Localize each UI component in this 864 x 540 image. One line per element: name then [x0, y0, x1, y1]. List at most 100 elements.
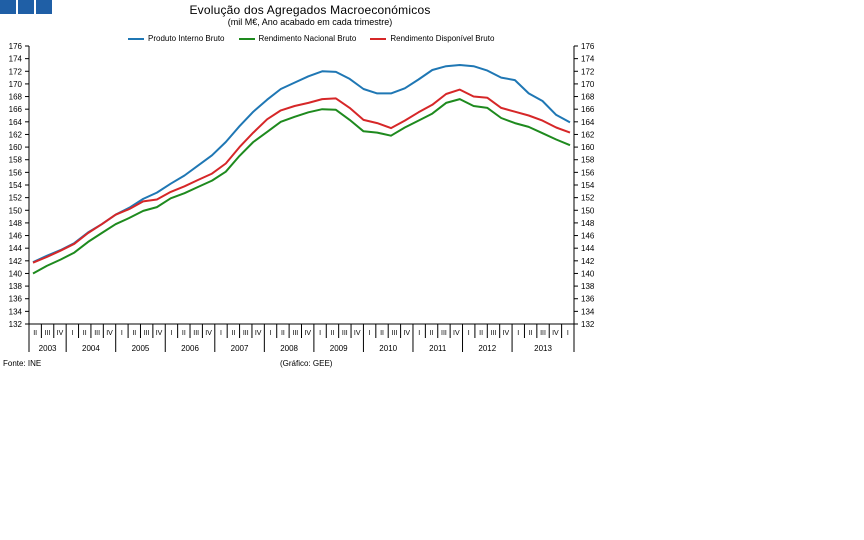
y-tick-label-left: 144 [9, 244, 23, 253]
y-tick-label-right: 136 [581, 295, 595, 304]
quarter-label: I [220, 330, 222, 337]
quarter-label: I [319, 330, 321, 337]
quarter-label: I [369, 330, 371, 337]
y-tick-label-right: 168 [581, 93, 595, 102]
y-tick-label-left: 164 [9, 118, 23, 127]
y-tick-label-left: 156 [9, 168, 23, 177]
y-tick-label-left: 152 [9, 194, 23, 203]
quarter-label: II [281, 330, 285, 337]
y-tick-label-right: 174 [581, 55, 595, 64]
legend-label-rdb: Rendimento Disponível Bruto [390, 34, 495, 43]
chart-subtitle: (mil M€, Ano acabado em cada trimestre) [227, 17, 393, 27]
quarter-label: II [83, 330, 87, 337]
logo-square [36, 0, 52, 14]
quarter-label: III [193, 330, 199, 337]
logo-square [0, 0, 16, 14]
y-tick-label-left: 154 [9, 181, 23, 190]
legend-item-rnb: Rendimento Nacional Bruto [238, 34, 357, 43]
y-tick-label-right: 140 [581, 269, 595, 278]
quarter-label: II [182, 330, 186, 337]
quarter-label: II [331, 330, 335, 337]
quarter-label: IV [106, 330, 113, 337]
year-label: 2013 [534, 344, 552, 353]
y-tick-label-right: 166 [581, 105, 595, 114]
legend-item-rdb: Rendimento Disponível Bruto [370, 34, 494, 43]
quarter-label: II [479, 330, 483, 337]
quarter-label: III [491, 330, 497, 337]
quarter-label: IV [453, 330, 460, 337]
quarter-label: I [418, 330, 420, 337]
legend: Produto Interno Bruto Rendimento Naciona… [128, 34, 494, 43]
y-tick-label-right: 164 [581, 118, 595, 127]
quarter-label: II [132, 330, 136, 337]
y-tick-label-left: 170 [9, 80, 23, 89]
y-tick-label-left: 136 [9, 295, 23, 304]
y-tick-label-right: 148 [581, 219, 595, 228]
y-tick-label-right: 132 [581, 320, 595, 329]
y-tick-label-right: 160 [581, 143, 595, 152]
year-label: 2008 [280, 344, 298, 353]
source-note: Fonte: INE [3, 359, 42, 368]
y-tick-label-right: 142 [581, 257, 595, 266]
quarter-label: III [94, 330, 100, 337]
quarter-label: I [567, 330, 569, 337]
series-line-rnb [32, 98, 571, 275]
legend-swatch-rnb [238, 37, 255, 40]
chart-title: Evolução dos Agregados Macroeconómicos [189, 3, 431, 17]
year-label: 2009 [330, 344, 348, 353]
quarter-label: I [121, 330, 123, 337]
y-tick-label-left: 132 [9, 320, 23, 329]
quarter-label: IV [156, 330, 163, 337]
quarter-label: I [270, 330, 272, 337]
y-tick-label-right: 138 [581, 282, 595, 291]
y-tick-label-left: 146 [9, 232, 23, 241]
quarter-label: II [380, 330, 384, 337]
y-tick-label-left: 176 [9, 42, 23, 51]
quarter-label: IV [503, 330, 510, 337]
legend-label-pib: Produto Interno Bruto [148, 34, 225, 43]
series-line-pib [32, 64, 571, 264]
quarter-label: III [441, 330, 447, 337]
y-tick-label-right: 152 [581, 194, 595, 203]
quarter-label: I [170, 330, 172, 337]
quarter-label: III [342, 330, 348, 337]
y-tick-label-right: 158 [581, 156, 595, 165]
y-tick-label-right: 170 [581, 80, 595, 89]
quarter-label: III [391, 330, 397, 337]
quarter-label: IV [403, 330, 410, 337]
logo [0, 0, 52, 14]
year-label: 2010 [379, 344, 397, 353]
quarter-label: III [292, 330, 298, 337]
y-tick-label-right: 176 [581, 42, 595, 51]
quarter-label: II [33, 330, 37, 337]
y-tick-label-left: 134 [9, 307, 23, 316]
year-label: 2003 [39, 344, 57, 353]
y-tick-label-left: 148 [9, 219, 23, 228]
year-label: 2012 [478, 344, 496, 353]
y-tick-label-right: 162 [581, 130, 595, 139]
quarter-label: II [529, 330, 533, 337]
legend-label-rnb: Rendimento Nacional Bruto [258, 34, 357, 43]
legend-swatch-pib [128, 37, 144, 40]
quarter-label: IV [57, 330, 64, 337]
quarter-label: II [430, 330, 434, 337]
quarter-label: IV [255, 330, 262, 337]
y-tick-label-left: 168 [9, 93, 23, 102]
year-label: 2006 [181, 344, 199, 353]
quarter-label: IV [552, 330, 559, 337]
quarter-label: II [231, 330, 235, 337]
y-tick-label-left: 166 [9, 105, 23, 114]
quarter-label: IV [205, 330, 212, 337]
quarter-label: I [517, 330, 519, 337]
year-label: 2004 [82, 344, 100, 353]
y-tick-label-right: 146 [581, 232, 595, 241]
legend-swatch-rdb [370, 37, 387, 40]
logo-square [18, 0, 34, 14]
year-label: 2005 [132, 344, 150, 353]
quarter-label: IV [354, 330, 361, 337]
y-tick-label-left: 138 [9, 282, 23, 291]
quarter-label: I [71, 330, 73, 337]
y-tick-label-right: 150 [581, 206, 595, 215]
y-tick-label-right: 134 [581, 307, 595, 316]
